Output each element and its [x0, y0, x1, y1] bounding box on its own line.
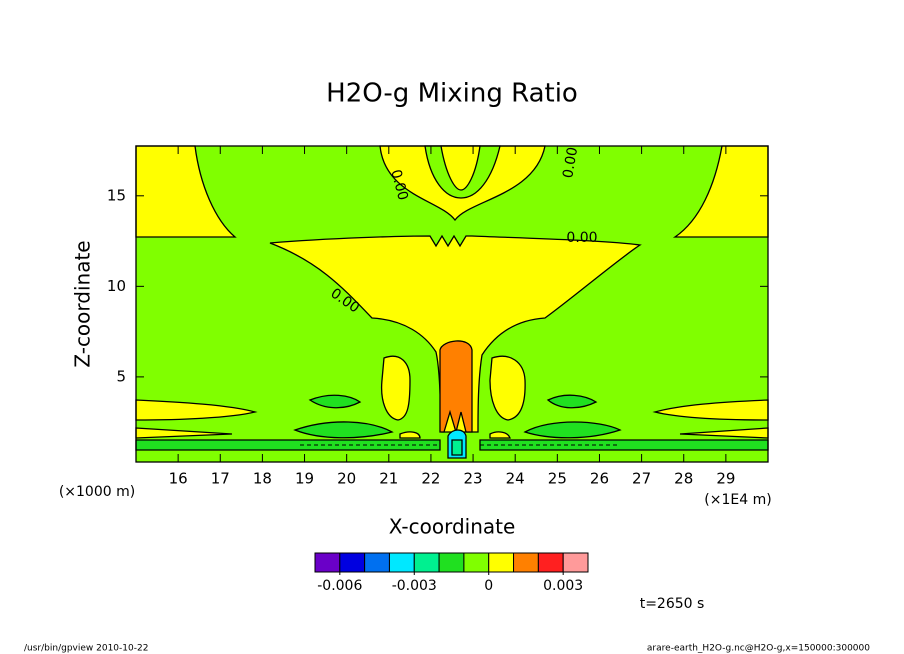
y-axis-label: Z-coordinate [71, 240, 95, 367]
colorbar-tick-label: -0.003 [392, 578, 437, 594]
colorbar-box [488, 552, 515, 573]
region [672, 145, 769, 238]
x-tick-label: 25 [548, 470, 567, 488]
contour-label: 0.00 [387, 168, 411, 202]
region [135, 399, 258, 421]
x-tick-label: 17 [211, 470, 230, 488]
x-tick-label: 29 [716, 470, 735, 488]
contour-label: 0.00 [566, 230, 597, 246]
region [380, 355, 411, 421]
colorbar-box [364, 552, 390, 573]
colorbar-tick-label: 0 [484, 578, 493, 594]
x-tick-label: 27 [632, 470, 651, 488]
x-tick-label: 23 [464, 470, 483, 488]
x-tick-label: 21 [379, 470, 398, 488]
colorbar-box [537, 552, 564, 573]
colorbar-box [388, 552, 415, 573]
x-axis-label: X-coordinate [389, 515, 516, 539]
region [440, 145, 481, 191]
x-tick-label: 19 [295, 470, 314, 488]
colorbar-box [438, 552, 465, 573]
colorbar-box [562, 552, 589, 573]
x-tick-label: 18 [253, 470, 272, 488]
colorbar-box [339, 552, 366, 573]
footer-left: /usr/bin/gpview 2010-10-22 [24, 644, 148, 654]
colorbar-box [513, 552, 539, 573]
x-tick-label: 26 [590, 470, 609, 488]
x-tick-label: 24 [506, 470, 525, 488]
chart-title: H2O-g Mixing Ratio [326, 79, 578, 109]
x-tick-label: 28 [674, 470, 693, 488]
region [308, 394, 598, 409]
x-tick-label: 22 [421, 470, 440, 488]
region [489, 355, 526, 421]
colorbar-tick-label: 0.003 [543, 578, 583, 594]
x-tick-label: 16 [169, 470, 188, 488]
colorbar-box [314, 552, 341, 573]
plot-frame [135, 145, 769, 463]
region [652, 399, 769, 421]
region [451, 439, 463, 456]
region [135, 427, 769, 439]
footer-right: arare-earth_H2O-g.nc@H2O-g,x=150000:3000… [647, 644, 870, 654]
y-unit: (×1000 m) [59, 484, 135, 500]
time-label: t=2650 s [640, 596, 705, 612]
y-tick-label: 15 [107, 186, 126, 204]
x-unit: (×1E4 m) [704, 492, 771, 508]
colorbar-tick-label: -0.006 [317, 578, 362, 594]
colorbar-box [413, 552, 440, 573]
contour-label: 0.00 [560, 146, 581, 179]
region [269, 234, 642, 433]
colorbar-box [463, 552, 490, 573]
y-tick-label: 5 [116, 367, 126, 385]
contour-field [135, 145, 769, 462]
region [135, 145, 237, 238]
y-tick-label: 10 [107, 277, 126, 295]
region [439, 340, 473, 435]
region [293, 421, 622, 439]
x-tick-label: 20 [337, 470, 356, 488]
